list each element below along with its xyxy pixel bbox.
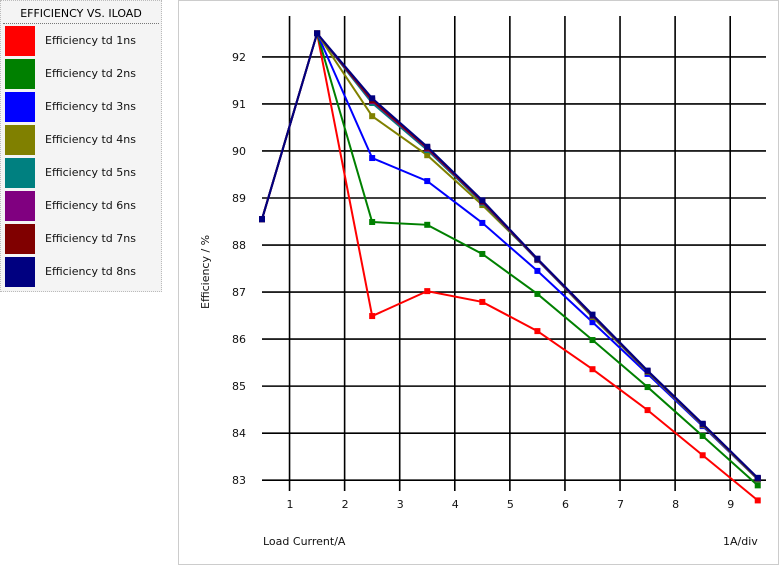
x-tick-label: 6 — [562, 498, 569, 511]
legend-title: EFFICIENCY VS. ILOAD — [3, 1, 159, 24]
legend-label: Efficiency td 3ns — [45, 100, 136, 113]
legend-swatch — [5, 58, 35, 89]
legend-item: Efficiency td 2ns — [1, 57, 161, 90]
y-tick-label: 83 — [232, 474, 246, 487]
data-point — [424, 143, 431, 150]
legend-swatch — [5, 91, 35, 122]
data-point — [369, 113, 376, 120]
y-axis-label: Efficiency / % — [199, 235, 212, 309]
data-point — [699, 420, 706, 427]
legend-swatch — [5, 25, 35, 56]
legend-label: Efficiency td 8ns — [45, 265, 136, 278]
data-point — [699, 432, 706, 439]
data-point — [424, 152, 431, 159]
y-tick-label: 90 — [232, 145, 246, 158]
y-tick-label: 86 — [232, 333, 246, 346]
data-point — [589, 366, 596, 373]
data-point — [479, 250, 486, 257]
data-point — [534, 290, 541, 297]
legend-item: Efficiency td 5ns — [1, 156, 161, 189]
series-line — [261, 29, 759, 487]
legend-swatch — [5, 124, 35, 155]
data-point — [424, 221, 431, 228]
y-tick-label: 87 — [232, 286, 246, 299]
x-tick-label: 8 — [672, 498, 679, 511]
legend-label: Efficiency td 6ns — [45, 199, 136, 212]
legend-label: Efficiency td 2ns — [45, 67, 136, 80]
data-point — [644, 384, 651, 391]
y-tick-label: 88 — [232, 239, 246, 252]
data-point — [479, 298, 486, 305]
data-point — [534, 255, 541, 262]
legend-item: Efficiency td 6ns — [1, 189, 161, 222]
data-point — [644, 407, 651, 414]
data-point — [699, 452, 706, 459]
y-tick-label: 85 — [232, 380, 246, 393]
legend-label: Efficiency td 5ns — [45, 166, 136, 179]
legend-label: Efficiency td 1ns — [45, 34, 136, 47]
x-tick-label: 3 — [397, 498, 404, 511]
data-point — [644, 367, 651, 374]
legend-item: Efficiency td 1ns — [1, 24, 161, 57]
y-tick-label: 91 — [232, 98, 246, 111]
data-point — [369, 155, 376, 162]
data-point — [534, 328, 541, 335]
legend-label: Efficiency td 7ns — [45, 232, 136, 245]
x-scale-label: 1A/div — [723, 535, 758, 548]
x-tick-label: 7 — [617, 498, 624, 511]
legend-item: Efficiency td 7ns — [1, 222, 161, 255]
data-point — [424, 288, 431, 295]
legend-item: Efficiency td 3ns — [1, 90, 161, 123]
data-point — [479, 197, 486, 204]
x-tick-label: 1 — [287, 498, 294, 511]
x-tick-label: 9 — [727, 498, 734, 511]
legend-swatch — [5, 157, 35, 188]
data-point — [369, 218, 376, 225]
y-tick-label: 84 — [232, 427, 246, 440]
data-point — [479, 219, 486, 226]
data-point — [754, 482, 761, 489]
y-tick-label: 89 — [232, 192, 246, 205]
series-line — [261, 33, 759, 502]
data-point — [369, 95, 376, 102]
data-point — [754, 474, 761, 481]
legend-swatch — [5, 190, 35, 221]
data-point — [754, 497, 761, 504]
data-point — [589, 319, 596, 326]
legend: EFFICIENCY VS. ILOAD Efficiency td 1ns Ef… — [0, 0, 162, 292]
legend-swatch — [5, 256, 35, 287]
data-point — [534, 267, 541, 274]
series-line — [261, 31, 759, 479]
y-tick-label: 92 — [232, 51, 246, 64]
data-point — [589, 337, 596, 344]
x-axis-label: Load Current/A — [263, 535, 346, 548]
x-tick-label: 5 — [507, 498, 514, 511]
legend-item: Efficiency td 4ns — [1, 123, 161, 156]
legend-label: Efficiency td 4ns — [45, 133, 136, 146]
chart-panel: 1 2 3 4 5 6 7 8 9 83 84 85 86 87 88 89 90 91 92 Load Curre… — [178, 0, 779, 565]
data-point — [259, 216, 265, 223]
x-tick-label: 2 — [342, 498, 349, 511]
x-tick-label: 4 — [452, 498, 459, 511]
legend-swatch — [5, 223, 35, 254]
data-point — [369, 313, 376, 320]
data-point — [424, 178, 431, 185]
data-point — [589, 311, 596, 318]
legend-item: Efficiency td 8ns — [1, 255, 161, 288]
data-point — [314, 30, 321, 37]
series-line — [261, 30, 759, 480]
